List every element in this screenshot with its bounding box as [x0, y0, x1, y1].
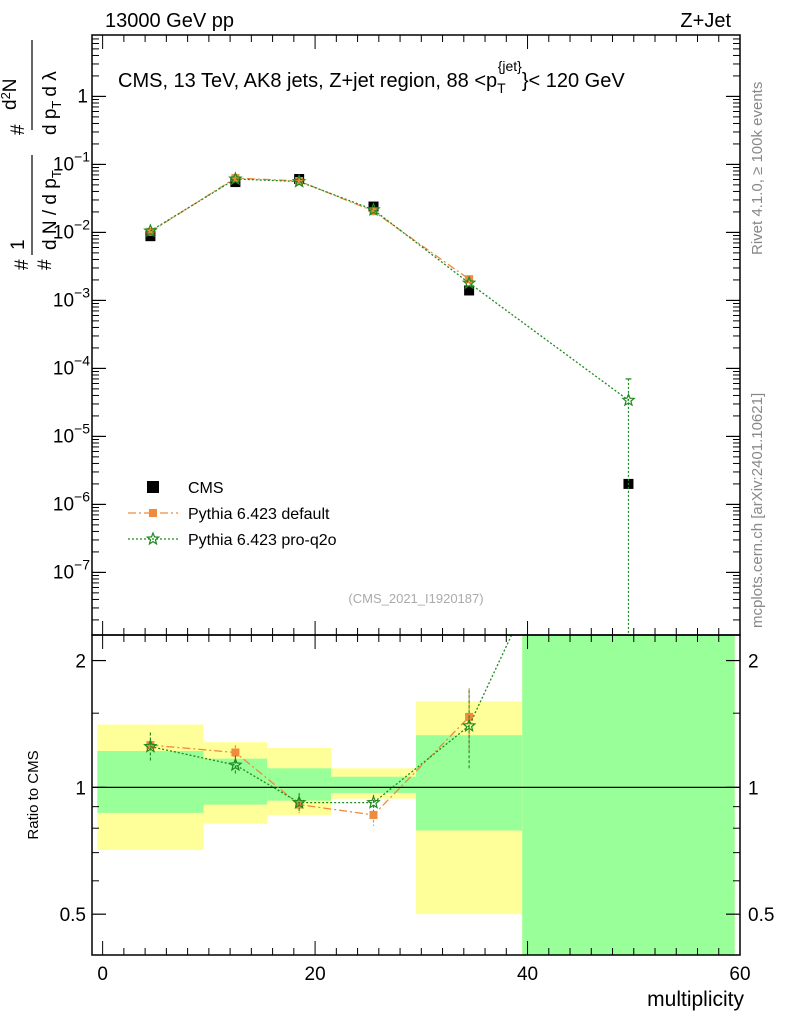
point-proq2o-3 [366, 202, 381, 217]
point-default-3 [369, 207, 378, 216]
point-default-0 [146, 227, 155, 236]
ratio-band-green-0 [97, 750, 204, 813]
point-proq2o-0 [143, 223, 158, 238]
legend-label-default: Pythia 6.423 default [188, 506, 330, 523]
chart-title: CMS, 13 TeV, AK8 jets, Z+jet region, 88 … [118, 58, 625, 96]
ratio-y-tick-label-1: 1 [75, 778, 86, 799]
main-y-tick-label-5: 10−2 [53, 216, 90, 243]
ratio-band-green-5 [522, 635, 735, 955]
point-default-1 [231, 174, 240, 183]
point-proq2o-1 [228, 171, 243, 186]
point-cms-4 [464, 285, 475, 296]
ratio-point-default-1 [231, 748, 240, 757]
x-tick-label-2: 40 [517, 964, 538, 985]
svg-text:d N / d pT: d N / d pT [40, 170, 64, 250]
main-y-tick-label-6: 10−1 [53, 148, 90, 175]
svg-text:1: 1 [8, 239, 29, 250]
x-tick-label-0: 0 [97, 964, 108, 985]
svg-text:d pTd λ: d pTd λ [40, 71, 64, 135]
main-y-tick-label-7: 1 [77, 86, 88, 107]
header-left: 13000 GeV pp [105, 10, 234, 32]
ratio-point-proq2o-3 [366, 794, 381, 809]
analysis-watermark: (CMS_2021_I1920187) [348, 591, 483, 606]
ratio-point-default-3 [369, 810, 378, 819]
main-y-tick-label-0: 10−7 [53, 556, 90, 583]
rivet-version-label: Rivet 4.1.0, ≥ 100k events [749, 82, 766, 255]
ratio-uncertainty-bands [97, 635, 735, 955]
series-line-proq2o [150, 178, 629, 401]
main-y-tick-label-3: 10−4 [53, 352, 90, 379]
ratio-y-tick-label-0: 0.5 [60, 905, 86, 926]
point-default-4 [465, 275, 474, 284]
point-cms-3 [368, 201, 379, 212]
ratio-band-green-3 [331, 776, 416, 793]
legend-marker-cms [147, 481, 159, 493]
point-proq2o-2 [291, 173, 307, 188]
main-axis-ticks: 10−7 10−6 10−5 10−4 10−3 10−2 10−1 1 [53, 34, 741, 635]
legend-label-cms: CMS [188, 480, 224, 497]
main-panel-content [143, 171, 636, 635]
ratio-frame [91, 634, 741, 956]
x-axis-label: multiplicity [647, 988, 744, 1011]
ratio-point-proq2o-1 [228, 757, 243, 772]
mcplots-label: mcplots.cern.ch [arXiv:2401.10621] [749, 393, 766, 628]
ratio-y-tick-label-right-1: 1 [748, 778, 759, 799]
series-line-default [150, 177, 470, 280]
main-y-tick-label-2: 10−5 [53, 420, 90, 447]
main-y-tick-label-4: 10−3 [53, 284, 90, 311]
ratio-y-tick-label-right-2: 2 [748, 652, 759, 673]
svg-text:d2N: d2N [0, 78, 21, 110]
point-proq2o-4 [461, 275, 477, 290]
svg-text:#: # [8, 124, 29, 135]
ratio-point-proq2o-2 [291, 794, 307, 809]
svg-text:#: # [12, 259, 33, 270]
main-y-tick-label-1: 10−6 [53, 488, 90, 515]
point-default-2 [295, 177, 304, 186]
x-tick-label-3: 60 [729, 964, 750, 985]
ratio-point-proq2o-4 [461, 718, 477, 733]
ratio-line-proq2o [150, 634, 513, 804]
ratio-panel-content [92, 634, 740, 826]
ratio-point-proq2o-0 [143, 739, 158, 753]
point-proq2o-5 [621, 392, 636, 407]
ratio-axis-ticks: 0.5 0.51 12 20 20 40 60 [60, 635, 774, 985]
legend-marker-default [149, 509, 157, 517]
legend-marker-proq2o [145, 531, 161, 546]
ratio-y-tick-label-right-0: 0.5 [748, 905, 774, 926]
ratio-y-tick-label-2: 2 [75, 652, 86, 673]
x-tick-label-1: 20 [305, 964, 326, 985]
header-right: Z+Jet [680, 10, 731, 32]
chart-title-text: CMS, 13 TeV, AK8 jets, Z+jet region, 88 … [118, 58, 625, 96]
ratio-band-green-1 [203, 758, 268, 805]
legend-label-proq2o: Pythia 6.423 pro-q2o [188, 532, 337, 549]
svg-text:#: # [35, 259, 56, 270]
point-cms-0 [145, 231, 156, 242]
legend: CMS Pythia 6.423 default Pythia 6.423 pro-… [128, 480, 337, 549]
ratio-y-axis-label: Ratio to CMS [25, 750, 42, 839]
